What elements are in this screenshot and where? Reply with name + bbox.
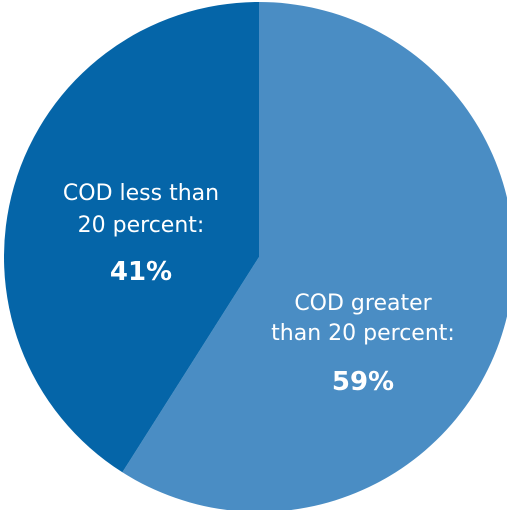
- pie-slice-less: [4, 2, 260, 473]
- slice-label-less-line-2: 20 percent:: [78, 213, 205, 238]
- pie-slices: [4, 2, 507, 510]
- pie-slice-greater: [122, 2, 507, 510]
- slice-label-greater-line-1: COD greater: [294, 291, 432, 316]
- slice-label-less-line-1: COD less than: [63, 181, 219, 206]
- slice-label-greater: COD greater than 20 percent: 59%: [271, 291, 455, 397]
- slice-value-greater: 59%: [332, 367, 394, 397]
- slice-value-less: 41%: [110, 257, 172, 287]
- slice-label-less: COD less than 20 percent: 41%: [63, 181, 219, 287]
- slice-label-greater-line-2: than 20 percent:: [271, 321, 455, 346]
